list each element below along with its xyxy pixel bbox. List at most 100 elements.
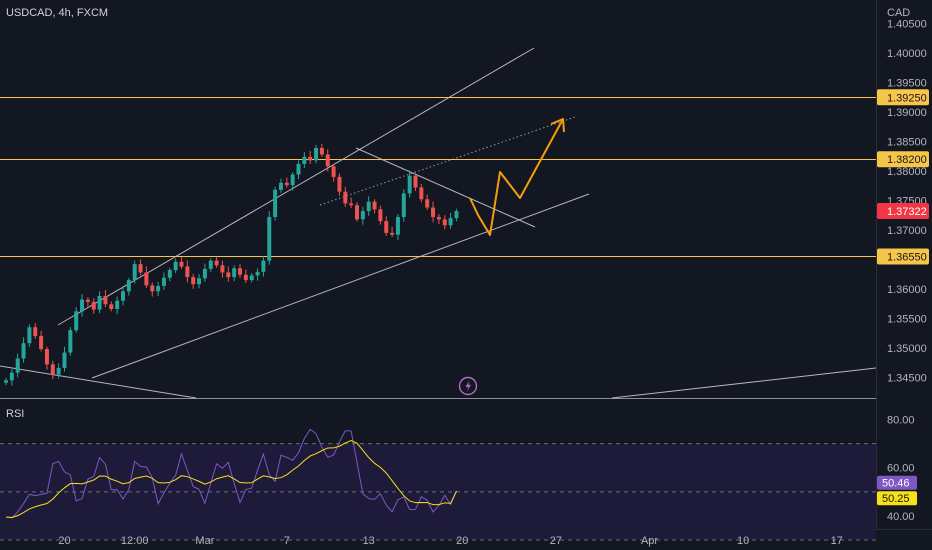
- candle-body: [62, 352, 67, 368]
- price-tick-label: 1.35000: [887, 343, 927, 355]
- candle-body: [202, 268, 207, 279]
- candle-body: [325, 154, 330, 167]
- candle-body: [232, 268, 237, 278]
- price-tick-label: 1.39500: [887, 78, 927, 90]
- candle-body: [97, 295, 102, 310]
- trendline: [91, 193, 590, 379]
- candle-body: [331, 166, 336, 177]
- level-price-tag: [877, 151, 929, 168]
- candle-body: [156, 285, 161, 292]
- candle-body: [267, 216, 272, 261]
- price-tick-label: 1.40500: [887, 19, 927, 31]
- time-tick-label: 17: [831, 535, 843, 547]
- trendline: [57, 47, 535, 326]
- candle-body: [290, 174, 295, 186]
- candle-body: [401, 193, 406, 217]
- candle-body: [284, 182, 289, 186]
- candle-body: [384, 221, 389, 233]
- candle-body: [226, 272, 231, 278]
- candle-body: [167, 270, 172, 278]
- level-price-tag: [877, 248, 929, 265]
- candle-body: [126, 280, 131, 292]
- candle-body: [144, 272, 149, 286]
- time-tick-label: 13: [363, 535, 375, 547]
- candle-body: [243, 274, 248, 281]
- time-tick-label: 10: [737, 535, 749, 547]
- candle-body: [150, 285, 155, 292]
- candle-body: [138, 264, 143, 273]
- trendline: [0, 365, 197, 399]
- candle-body: [413, 175, 418, 188]
- candle-body: [68, 330, 73, 353]
- levels-layer: [0, 97, 876, 257]
- candles-layer: [4, 143, 459, 386]
- candle-body: [214, 260, 219, 266]
- candle-body: [448, 218, 453, 226]
- candle-body: [85, 299, 90, 302]
- candle-body: [407, 175, 412, 194]
- time-tick-label: 20: [58, 535, 70, 547]
- candle-body: [390, 232, 395, 235]
- candle-body: [80, 299, 85, 312]
- candle-body: [255, 271, 260, 276]
- candle-body: [27, 327, 32, 344]
- price-tick-label: 1.37000: [887, 225, 927, 237]
- candle-body: [208, 260, 213, 269]
- candle-body: [261, 260, 266, 272]
- candle-body: [349, 203, 354, 206]
- currency-label: CAD: [887, 7, 910, 19]
- rsi-line: [5, 428, 457, 519]
- candle-body: [103, 295, 108, 305]
- price-tick-label: 1.35500: [887, 313, 927, 325]
- candle-body: [132, 264, 137, 281]
- candle-body: [454, 211, 459, 219]
- axes-layer: 1.40500 1.40000 1.39500 1.39000 1.38500 1.380…: [58, 19, 929, 547]
- candle-body: [319, 147, 324, 155]
- candle-body: [109, 304, 114, 309]
- candle-body: [56, 367, 61, 375]
- candle-body: [179, 261, 184, 267]
- candle-body: [360, 211, 365, 220]
- time-tick-label: Mar: [195, 535, 214, 547]
- symbol-title: USDCAD, 4h, FXCM: [6, 7, 108, 19]
- rsi-value-tag: [877, 475, 917, 490]
- candle-body: [249, 275, 254, 281]
- level-price-label: 1.36550: [887, 251, 927, 263]
- rsi-tick-label: 60.00: [887, 463, 915, 475]
- candle-body: [308, 156, 313, 161]
- rsi-ma-line: [5, 439, 457, 518]
- candle-body: [343, 191, 348, 204]
- candle-body: [39, 336, 44, 350]
- trendlines-layer: [0, 47, 877, 399]
- rsi-tick-label: 40.00: [887, 511, 915, 523]
- time-tick-label: 7: [284, 535, 290, 547]
- price-tick-label: 1.38000: [887, 166, 927, 178]
- rsi-ma-tag: [877, 491, 917, 506]
- candle-body: [191, 277, 196, 285]
- candle-body: [74, 311, 79, 331]
- level-price-tag: [877, 89, 929, 106]
- price-tick-label: 1.34500: [887, 372, 927, 384]
- candle-body: [337, 176, 342, 192]
- candle-body: [185, 266, 190, 278]
- candle-body: [197, 278, 202, 285]
- candle-body: [314, 147, 319, 161]
- candle-body: [44, 349, 49, 365]
- candle-body: [4, 380, 8, 383]
- candle-body: [355, 205, 359, 220]
- projection-arrowhead: [550, 118, 565, 133]
- time-tick-label: Apr: [641, 535, 658, 547]
- candle-body: [9, 372, 14, 381]
- last-price-tag: [877, 202, 929, 219]
- candle-body: [431, 207, 436, 217]
- rsi-value-label: 50.46: [882, 478, 910, 490]
- time-tick-label: 20: [456, 535, 468, 547]
- last-price-label: 1.37322: [887, 206, 927, 218]
- level-price-label: 1.38200: [887, 154, 927, 166]
- rsi-tick-label: 80.00: [887, 414, 915, 426]
- candle-body: [121, 291, 125, 301]
- level-price-label: 1.39250: [887, 92, 927, 104]
- lightning-icon[interactable]: [458, 376, 478, 396]
- candle-body: [115, 300, 120, 309]
